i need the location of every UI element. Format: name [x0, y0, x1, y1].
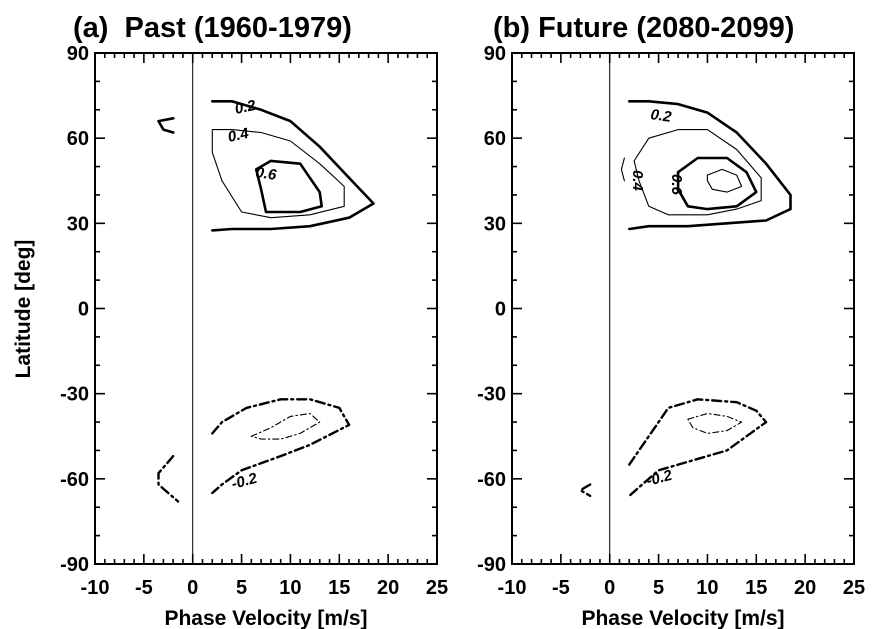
contour-line — [157, 454, 180, 503]
contour-line — [211, 100, 375, 232]
contour-labels-past: 0.2 0.4 0.6 -0.2 — [226, 97, 278, 493]
contour-line — [706, 168, 743, 193]
x-tick-label: 10 — [696, 577, 718, 599]
contour-label: -0.2 — [230, 470, 260, 493]
panel-future: (b) Future (2080-2099) -10 -5 0 5 10 15 20 25 9… — [477, 12, 865, 629]
y-tick-label: 90 — [67, 43, 89, 65]
y-tick-label: 60 — [67, 128, 89, 150]
contour-label: 0.2 — [233, 97, 258, 118]
x-tick-label: 0 — [604, 577, 615, 599]
contour-line — [628, 100, 792, 231]
y-tick-label: -90 — [60, 554, 89, 576]
y-tick-label: 0 — [495, 299, 506, 321]
contour-label: -0.2 — [645, 467, 675, 490]
y-tick-label: 30 — [484, 213, 506, 235]
x-tick-label: -10 — [81, 577, 110, 599]
plot-frame-past — [94, 52, 438, 565]
contour-line — [633, 129, 762, 216]
contour-label: 0.6 — [254, 164, 278, 184]
x-tick-label: 25 — [426, 577, 448, 599]
x-tick-label: 10 — [279, 577, 301, 599]
panel-past: (a) Past (1960-1979) -10 -5 0 5 10 15 20 25 90 6… — [12, 12, 448, 629]
y-tick-label: 30 — [67, 213, 89, 235]
contour-line — [579, 483, 592, 498]
x-tick-labels-past: -10 -5 0 5 10 15 20 25 — [81, 577, 449, 599]
contours-past — [157, 100, 375, 503]
y-axis-label: Latitude [deg] — [12, 240, 35, 379]
contour-line — [211, 129, 345, 219]
contour-line — [687, 412, 743, 434]
y-tick-label: -30 — [60, 384, 89, 406]
contour-line — [254, 159, 323, 214]
x-axis-label-future: Phase Velocity [m/s] — [581, 607, 784, 629]
contour-label: 0.6 — [668, 174, 685, 196]
x-tick-label: 15 — [328, 577, 350, 599]
contour-line — [157, 117, 175, 134]
y-tick-label: -30 — [477, 384, 506, 406]
contour-label: 0.4 — [629, 170, 646, 192]
y-tick-label: 90 — [484, 43, 506, 65]
axis-ticks-past — [94, 52, 438, 565]
contour-label: 0.4 — [226, 125, 251, 146]
contour-label: 0.2 — [649, 106, 673, 126]
contour-line — [250, 412, 321, 440]
y-tick-label: -60 — [60, 469, 89, 491]
x-tick-label: -5 — [552, 577, 570, 599]
contours-future — [579, 100, 792, 498]
y-tick-label: -90 — [477, 554, 506, 576]
contour-line — [211, 398, 351, 495]
x-tick-labels-future: -10 -5 0 5 10 15 20 25 — [498, 577, 866, 599]
x-tick-label: 25 — [843, 577, 865, 599]
x-axis-label-past: Phase Velocity [m/s] — [164, 607, 367, 629]
contour-line — [628, 398, 768, 498]
y-tick-labels-past: 90 60 30 0 -30 -60 -90 — [60, 43, 89, 576]
x-tick-label: 5 — [236, 577, 247, 599]
panel-title-past: (a) Past (1960-1979) — [73, 12, 352, 44]
x-tick-label: 15 — [745, 577, 767, 599]
contour-line — [620, 157, 625, 182]
contour-line — [676, 156, 758, 211]
contour-labels-future: 0.2 0.4 0.6 -0.2 — [629, 106, 685, 490]
y-tick-label: 60 — [484, 128, 506, 150]
panel-title-future: (b) Future (2080-2099) — [493, 12, 794, 44]
x-tick-label: -10 — [498, 577, 527, 599]
y-tick-labels-future: 90 60 30 0 -30 -60 -90 — [477, 43, 506, 576]
x-tick-label: -5 — [135, 577, 153, 599]
x-tick-label: 20 — [794, 577, 816, 599]
x-tick-label: 5 — [653, 577, 664, 599]
x-tick-label: 20 — [377, 577, 399, 599]
y-tick-label: -60 — [477, 469, 506, 491]
axis-ticks-future — [511, 52, 855, 565]
x-tick-label: 0 — [187, 577, 198, 599]
y-tick-label: 0 — [78, 299, 89, 321]
